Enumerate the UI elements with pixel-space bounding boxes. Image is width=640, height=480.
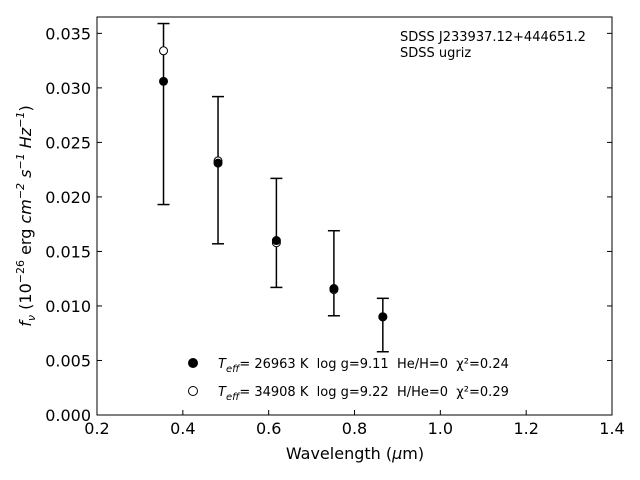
y-tick-label: 0.015 bbox=[45, 242, 91, 261]
filled-data-point bbox=[378, 312, 388, 322]
x-tick-label: 0.8 bbox=[342, 419, 367, 438]
data-points bbox=[159, 46, 388, 322]
x-tick-label: 0.6 bbox=[256, 419, 281, 438]
legend-label-series-2: Teff= 34908 K log g=9.22 H/He=0 χ²=0.29 bbox=[218, 385, 509, 403]
y-tick-label: 0.000 bbox=[45, 406, 91, 425]
x-axis-label: Wavelength (μm) bbox=[286, 444, 424, 463]
filled-data-point bbox=[271, 236, 281, 246]
y-tick-label: 0.035 bbox=[45, 24, 91, 43]
filled-data-point bbox=[329, 284, 339, 294]
error-bars bbox=[157, 22, 389, 353]
x-tick-label: 1.2 bbox=[513, 419, 538, 438]
plot-frame bbox=[96, 16, 613, 416]
legend-marker-filled bbox=[188, 358, 198, 368]
legend-label-series-1: Teff= 26963 K log g=9.11 He/H=0 χ²=0.24 bbox=[218, 357, 509, 375]
y-axis-ticks: 0.000 0.005 0.010 0.015 0.020 0.025 0.030 0.035 bbox=[45, 24, 612, 425]
filled-data-point bbox=[159, 76, 169, 86]
x-tick-label: 0.4 bbox=[170, 419, 195, 438]
x-tick-label: 0.2 bbox=[84, 419, 109, 438]
y-tick-label: 0.020 bbox=[45, 188, 91, 207]
y-axis-label: fν (10−26 erg cm−2 s−1 Hz−1) bbox=[14, 105, 38, 326]
y-tick-label: 0.025 bbox=[45, 133, 91, 152]
legend-marker-open bbox=[188, 386, 198, 396]
survey-annotation: SDSS ugriz bbox=[400, 46, 471, 61]
y-tick-label: 0.010 bbox=[45, 297, 91, 316]
x-tick-label: 1.0 bbox=[428, 419, 453, 438]
filled-data-point bbox=[213, 158, 223, 168]
open-data-point bbox=[159, 46, 169, 56]
x-tick-label: 1.4 bbox=[599, 419, 624, 438]
y-tick-label: 0.030 bbox=[45, 79, 91, 98]
object-name-annotation: SDSS J233937.12+444651.2 bbox=[400, 30, 586, 45]
y-tick-label: 0.005 bbox=[45, 351, 91, 370]
x-axis-ticks: 0.2 0.4 0.6 0.8 1.0 1.2 1.4 bbox=[84, 410, 625, 438]
legend: Teff= 26963 K log g=9.11 He/H=0 χ²=0.24 … bbox=[188, 357, 509, 403]
